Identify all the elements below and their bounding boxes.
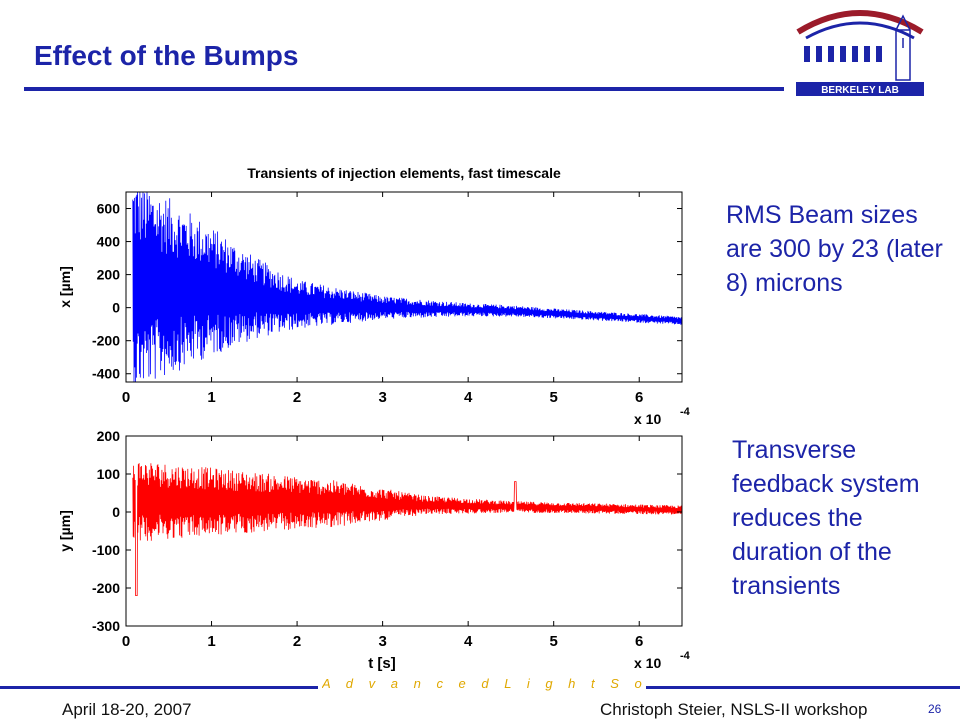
title-rule	[24, 87, 784, 91]
x-tick-label-2-4: 4	[464, 633, 473, 650]
series-2-line	[132, 463, 683, 596]
feedback-text: Transverse feedback system reduces the d…	[732, 436, 920, 600]
y-tick-label-2-100: 100	[97, 466, 121, 482]
logo-arc-red	[796, 10, 924, 35]
page-number: 26	[928, 702, 942, 716]
y-tick-label-2--300: -300	[92, 618, 120, 634]
series-1-line	[132, 191, 683, 383]
footer-tagline: A d v a n c e d L i g h t S o u r c e	[322, 676, 642, 691]
y-tick-label-1-400: 400	[97, 234, 121, 250]
y-tick-label-1--400: -400	[92, 366, 120, 382]
logo-tower	[895, 14, 911, 81]
footer-author: Christoph Steier, NSLS-II workshop	[600, 700, 868, 719]
slide-title: Effect of the Bumps	[34, 40, 299, 71]
x-tick-label-2-6: 6	[635, 633, 643, 650]
x-axis-label-2: t [s]	[368, 655, 396, 672]
x-multiplier-exp-1: -4	[680, 406, 691, 418]
transients-chart: Transients of injection elements, fast t…	[57, 165, 691, 672]
logo-banner	[796, 82, 924, 96]
x-tick-label-1-1: 1	[207, 389, 215, 406]
x-multiplier-exp-2: -4	[680, 650, 691, 662]
berkeley-lab-logo: BERKELEY LAB	[796, 10, 924, 96]
x-tick-label-1-4: 4	[464, 389, 473, 406]
footer-line-right	[646, 686, 960, 689]
x-multiplier-1: x 10	[634, 411, 661, 427]
x-tick-label-2-2: 2	[293, 633, 301, 650]
logo-text: BERKELEY LAB	[821, 85, 899, 96]
y-tick-label-2-200: 200	[97, 428, 121, 444]
y-axis-label-1: x [µm]	[57, 266, 73, 308]
footer-line-left	[0, 686, 318, 689]
footer-date: April 18-20, 2007	[62, 700, 192, 719]
rms-beam-sizes-text: RMS Beam sizes are 300 by 23 (later 8) m…	[726, 201, 943, 297]
y-tick-label-1--200: -200	[92, 333, 120, 349]
y-axis-label-2: y [µm]	[57, 510, 73, 552]
x-tick-label-1-3: 3	[378, 389, 386, 406]
plot-frame-1	[125, 191, 683, 383]
x-tick-label-2-5: 5	[550, 633, 558, 650]
y-tick-label-1-0: 0	[112, 300, 120, 316]
logo-arc-blue	[805, 21, 915, 40]
x-tick-label-1-2: 2	[293, 389, 301, 406]
x-tick-label-1-5: 5	[550, 389, 558, 406]
x-tick-label-1-0: 0	[122, 389, 130, 406]
x-tick-label-2-0: 0	[122, 633, 130, 650]
chart-title-1: Transients of injection elements, fast t…	[247, 165, 561, 181]
logo-bars	[804, 46, 882, 62]
x-multiplier-2: x 10	[634, 655, 661, 671]
x-tick-label-2-1: 1	[207, 633, 215, 650]
x-tick-label-2-3: 3	[378, 633, 386, 650]
y-tick-label-2--200: -200	[92, 580, 120, 596]
y-tick-label-1-200: 200	[97, 267, 121, 283]
x-tick-label-1-6: 6	[635, 389, 643, 406]
y-tick-label-2--100: -100	[92, 542, 120, 558]
plot-frame-2	[125, 435, 683, 627]
y-tick-label-1-600: 600	[97, 201, 121, 217]
y-tick-label-2-0: 0	[112, 504, 120, 520]
